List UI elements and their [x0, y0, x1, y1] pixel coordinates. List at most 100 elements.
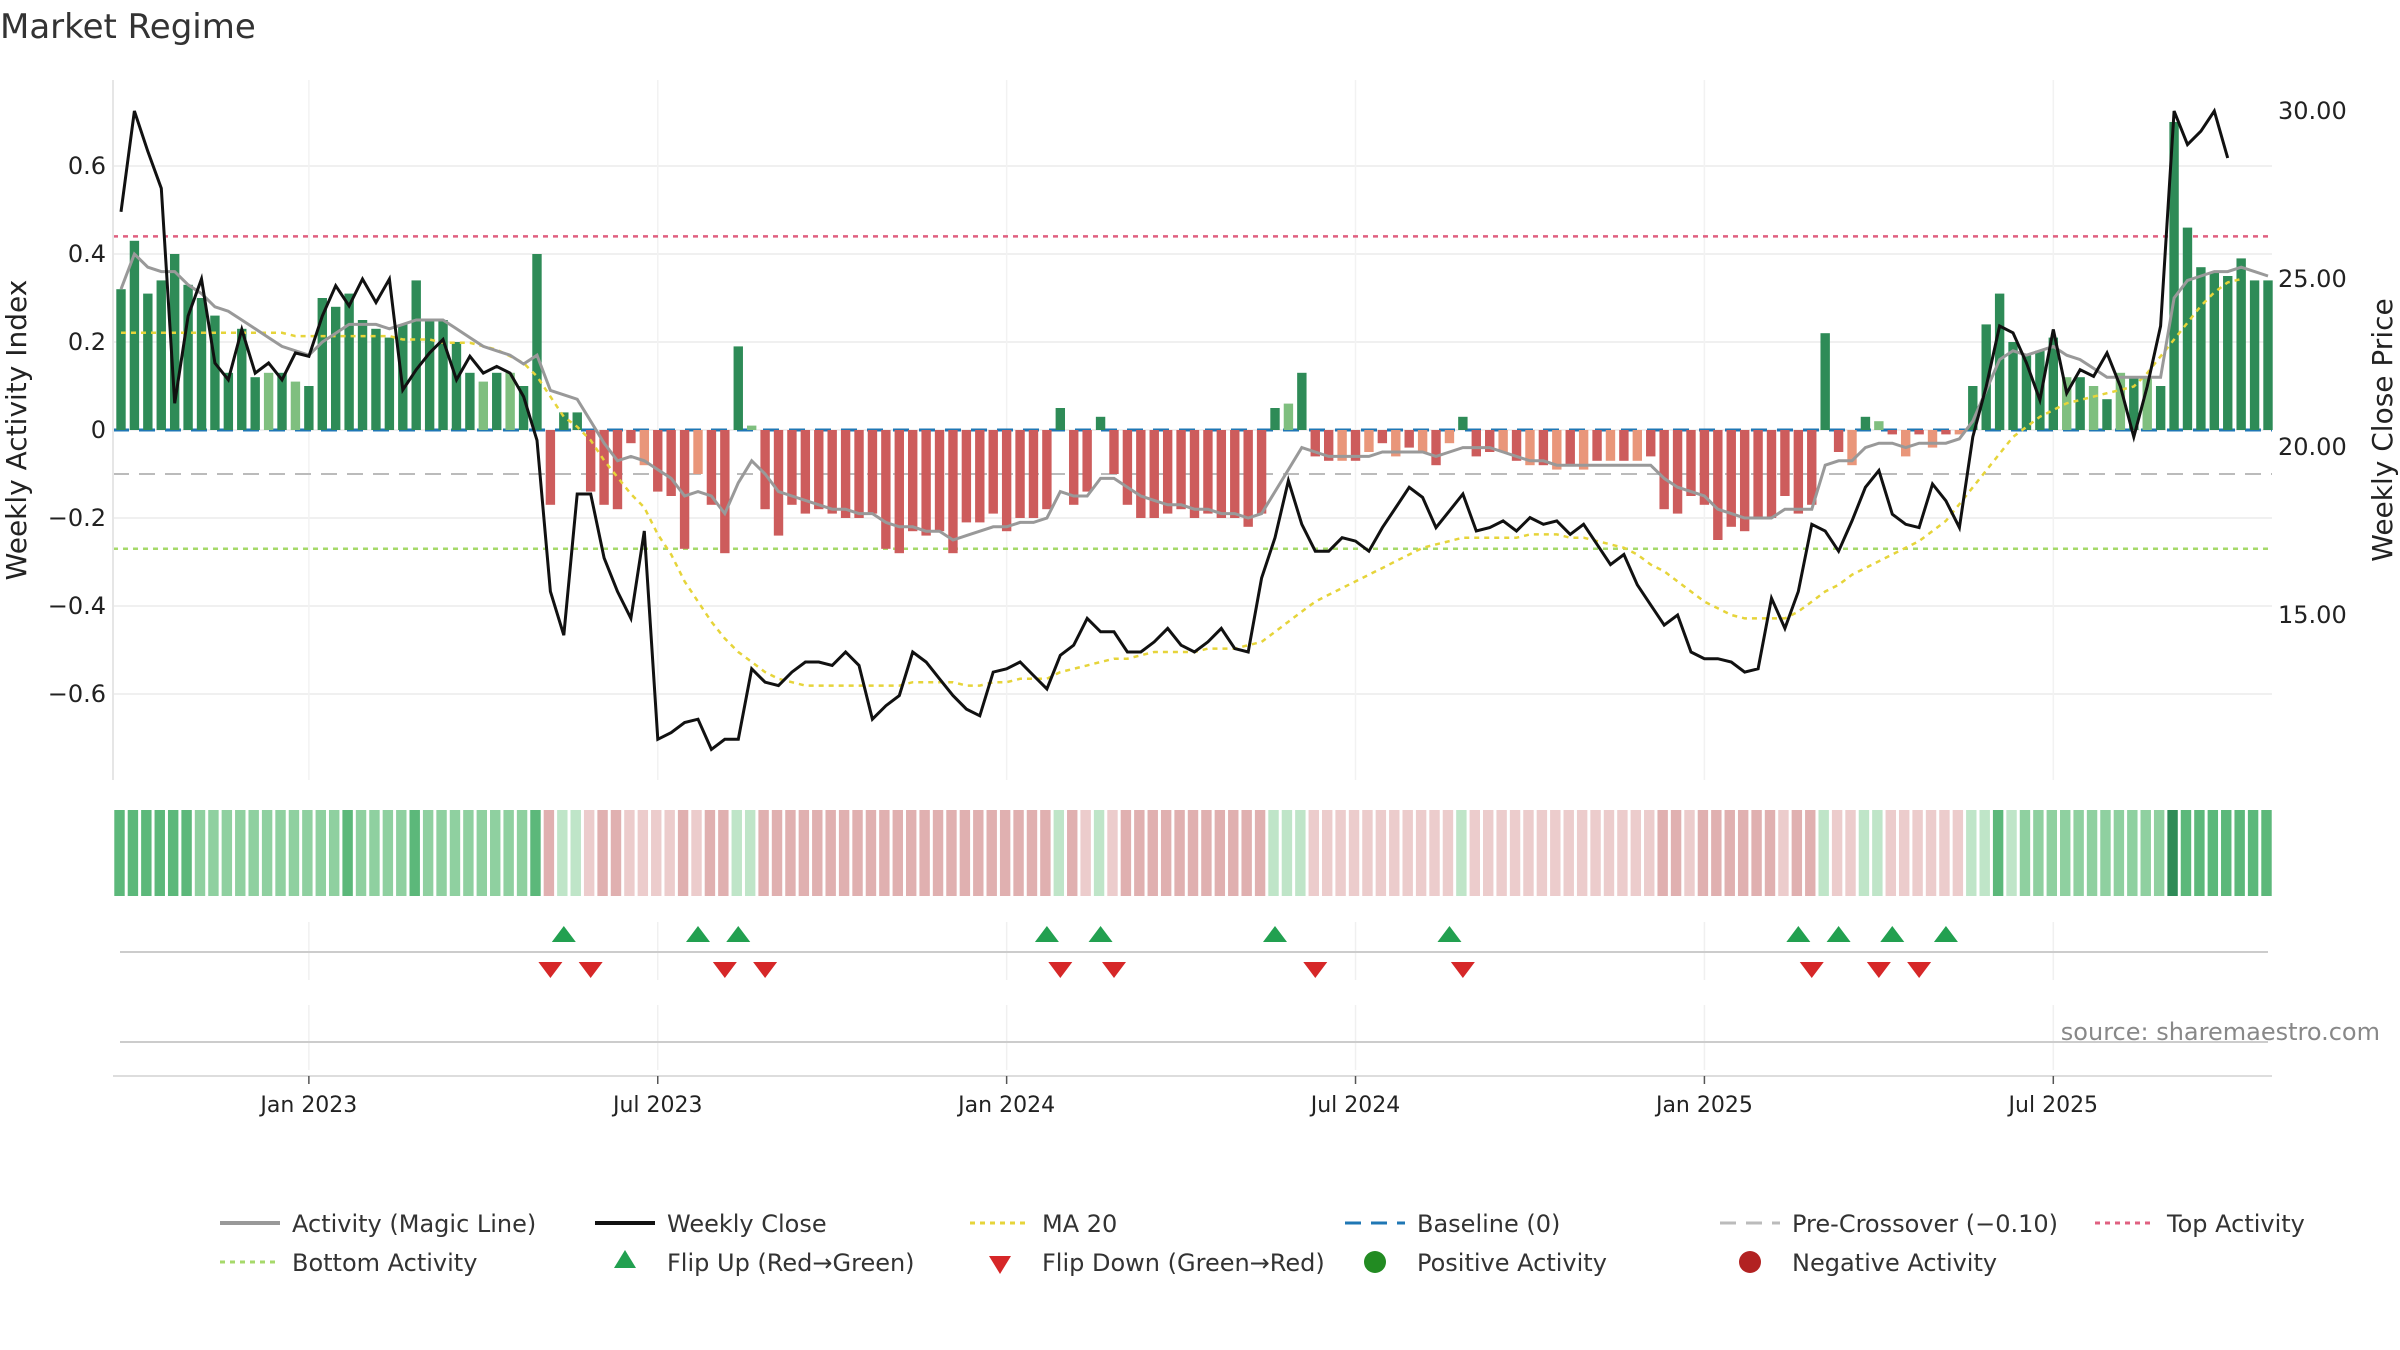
regime-cell — [1308, 810, 1319, 896]
regime-cell — [1281, 810, 1293, 896]
left-axis-label: Weekly Activity Index — [0, 280, 33, 581]
activity-bar — [653, 430, 663, 492]
legend-label: Baseline (0) — [1417, 1210, 1560, 1238]
activity-bar — [1189, 430, 1200, 518]
regime-cell — [2113, 810, 2125, 896]
activity-bar — [1377, 430, 1388, 444]
regime-cell — [2140, 810, 2151, 896]
legend-label: Negative Activity — [1792, 1249, 1997, 1277]
activity-bar — [1847, 430, 1857, 466]
magic-line — [119, 251, 2269, 542]
activity-bar — [1552, 430, 1562, 470]
regime-cell — [1550, 810, 1561, 896]
activity-bar — [304, 386, 314, 430]
activity-bar — [2048, 337, 2058, 430]
regime-cell — [1523, 810, 1534, 896]
regime-cell — [436, 810, 447, 896]
regime-cell — [905, 810, 917, 896]
regime-cell — [369, 810, 380, 896]
flip-down-marker — [753, 962, 778, 978]
regime-cell — [2100, 810, 2111, 896]
regime-cell — [664, 810, 675, 896]
activity-bar — [1981, 324, 1991, 430]
activity-bar — [143, 293, 153, 430]
activity-bar — [2008, 342, 2018, 430]
regime-cell — [422, 810, 434, 896]
regime-cell — [557, 810, 568, 896]
regime-cell — [328, 810, 340, 896]
regime-cell — [1858, 810, 1870, 896]
regime-cell — [718, 810, 729, 896]
regime-cell — [1187, 810, 1199, 896]
activity-bar — [1646, 430, 1656, 457]
activity-bar — [733, 346, 743, 430]
activity-bar — [518, 386, 529, 430]
regime-cell — [1268, 810, 1279, 896]
activity-bar — [1713, 430, 1723, 540]
regime-cell — [2086, 810, 2098, 896]
x-tick-label: Jul 2024 — [1309, 1093, 1401, 1118]
regime-cell — [1389, 810, 1400, 896]
regime-cell — [1536, 810, 1548, 896]
activity-bar — [854, 430, 864, 518]
legend-item-pre-crossover: Pre-Crossover (−0.10) — [1720, 1210, 2058, 1238]
y-tick-left: 0.4 — [68, 240, 106, 268]
activity-bar — [1404, 430, 1414, 448]
regime-cell — [342, 810, 353, 896]
activity-bar — [814, 430, 824, 510]
regime-cell — [543, 810, 555, 896]
activity-bar — [505, 372, 515, 430]
activity-bar — [1350, 430, 1361, 461]
activity-bar — [1444, 430, 1455, 444]
regime-cell — [637, 810, 649, 896]
regime-cell — [288, 810, 300, 896]
negative-dot-icon — [1739, 1251, 1761, 1273]
activity-bar — [1941, 430, 1951, 435]
activity-bar — [626, 430, 636, 444]
x-tick-label: Jul 2023 — [611, 1093, 703, 1118]
regime-cell — [1966, 810, 1977, 896]
activity-bar — [331, 306, 341, 430]
flip-up-marker — [686, 926, 711, 942]
regime-cell — [2261, 810, 2272, 896]
activity-bar — [357, 320, 368, 430]
regime-cell — [2019, 810, 2031, 896]
regime-cell — [1442, 810, 1454, 896]
regime-cell — [1415, 810, 1427, 896]
regime-cell — [530, 810, 541, 896]
regime-cell — [1456, 810, 1467, 896]
activity-bar — [1270, 408, 1280, 430]
activity-bar — [1364, 430, 1374, 452]
flip-down-marker — [1799, 962, 1824, 978]
y-tick-left: 0 — [91, 416, 106, 444]
regime-cell — [932, 810, 944, 896]
y-tick-left: 0.2 — [68, 328, 106, 356]
legend-item-ma20: MA 20 — [970, 1210, 1117, 1238]
legend-item-flip-up: Flip Up (Red→Green) — [614, 1249, 915, 1277]
activity-bar — [908, 430, 918, 532]
y-tick-right: 15.00 — [2278, 601, 2347, 629]
activity-bar — [1538, 430, 1549, 466]
regime-cell — [516, 810, 528, 896]
regime-cell — [1201, 810, 1212, 896]
regime-cell — [2153, 810, 2165, 896]
regime-cell — [1080, 810, 1091, 896]
legend: Activity (Magic Line) Weekly Close MA 20… — [220, 1210, 2305, 1277]
activity-bar — [1793, 430, 1804, 514]
activity-bar — [1699, 430, 1710, 505]
activity-bar — [2182, 227, 2193, 430]
regime-cell — [1751, 810, 1762, 896]
activity-bar — [1887, 430, 1897, 435]
regime-cell — [1134, 810, 1145, 896]
flip-up-marker — [1826, 926, 1851, 942]
activity-bar — [921, 430, 931, 536]
activity-bar — [1659, 430, 1669, 510]
regime-cell — [624, 810, 635, 896]
activity-bar — [2236, 258, 2246, 430]
regime-cell — [476, 810, 488, 896]
legend-item-flip-down: Flip Down (Green→Red) — [989, 1249, 1325, 1277]
regime-cell — [785, 810, 796, 896]
regime-cell — [597, 810, 608, 896]
activity-bar — [961, 430, 972, 523]
